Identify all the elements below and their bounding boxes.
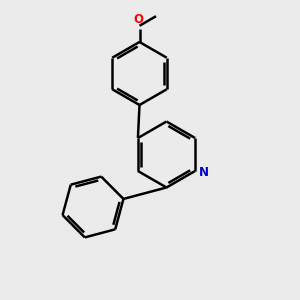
Text: O: O: [134, 13, 144, 26]
Text: N: N: [199, 166, 209, 179]
